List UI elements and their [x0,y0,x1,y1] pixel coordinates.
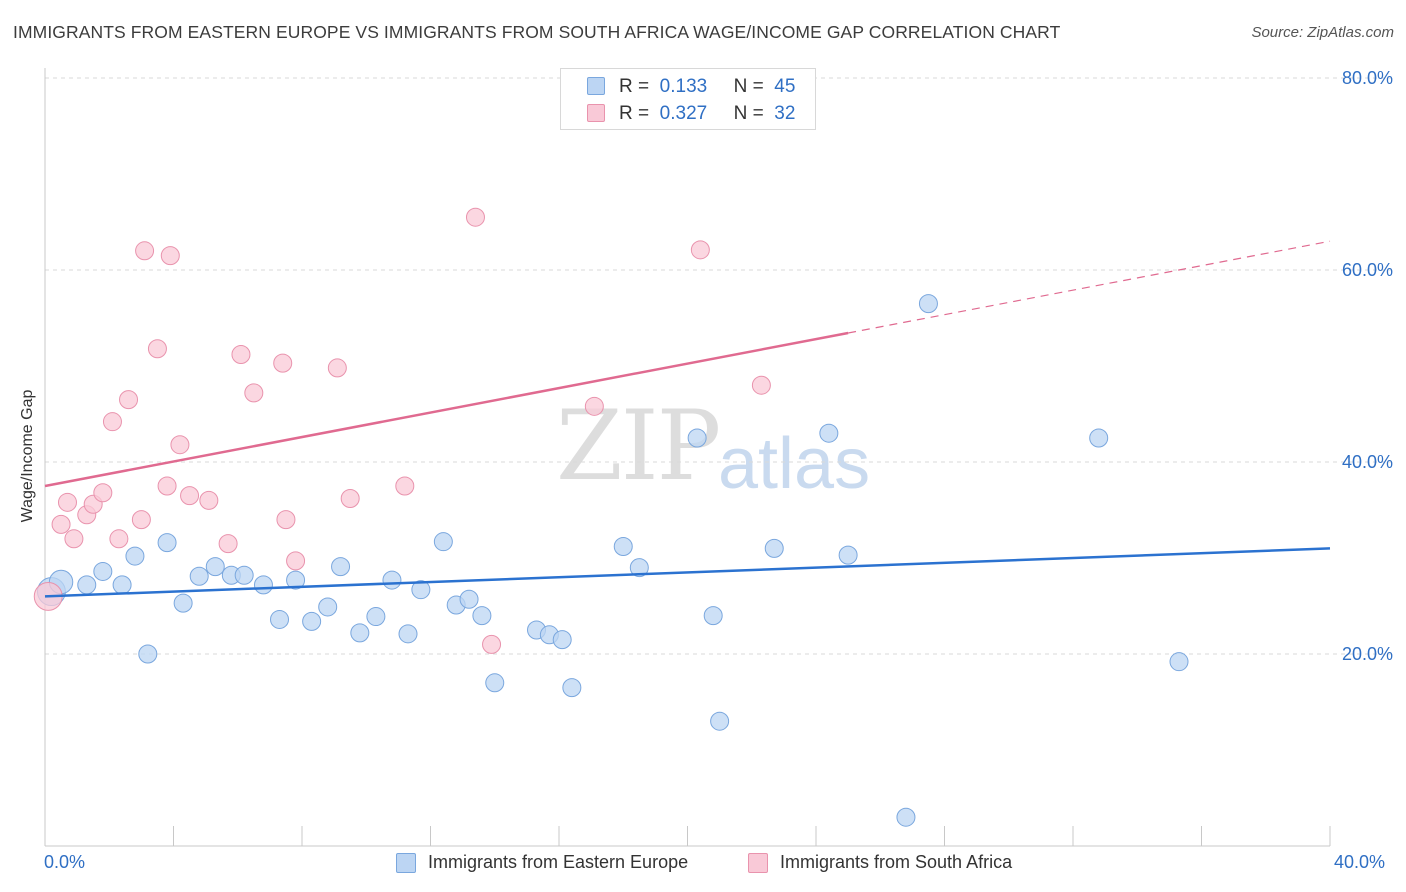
data-point-eastern-europe [613,536,633,556]
data-point-south-africa [180,486,200,506]
data-point-south-africa [273,353,293,373]
data-point-eastern-europe [173,593,193,613]
legend-swatch-blue [587,77,605,95]
trend-line-south-africa [44,331,849,488]
data-point-south-africa [170,435,190,455]
data-point-eastern-europe [838,545,858,565]
data-point-south-africa [276,510,296,530]
data-point-eastern-europe [77,575,97,595]
data-point-eastern-europe [318,597,338,617]
data-point-eastern-europe [562,678,582,698]
watermark-atlas: atlas [718,424,871,504]
data-point-eastern-europe [764,538,784,558]
x-tick-label-max: 40.0% [1334,852,1386,872]
data-point-eastern-europe [270,609,290,629]
data-point-south-africa [147,339,167,359]
data-point-south-africa [135,241,155,261]
data-point-eastern-europe [1089,428,1109,448]
data-point-south-africa [119,390,139,410]
data-point-eastern-europe [472,606,492,626]
data-point-eastern-europe [398,624,418,644]
data-point-eastern-europe [253,575,273,595]
data-point-eastern-europe [382,570,402,590]
chart-title: IMMIGRANTS FROM EASTERN EUROPE VS IMMIGR… [13,22,1061,42]
data-point-eastern-europe [234,565,254,585]
data-point-eastern-europe [286,570,306,590]
data-point-south-africa [64,529,84,549]
legend-stats-eastern-europe: R = 0.133 N = 45 [619,76,796,97]
data-point-eastern-europe [205,557,225,577]
bottom-legend-swatch-pink [748,853,768,873]
data-point-eastern-europe [411,580,431,600]
data-point-eastern-europe [189,566,209,586]
data-point-eastern-europe [433,532,453,552]
legend-swatch-pink [587,104,605,122]
y-axis-label: Wage/Income Gap [19,389,36,523]
y-tick-label: 60.0% [1342,260,1393,280]
data-point-eastern-europe [350,623,370,643]
trend-line-eastern-europe [44,547,1331,598]
bottom-legend-label-eastern-europe: Immigrants from Eastern Europe [428,852,689,872]
data-point-eastern-europe [687,428,707,448]
data-point-eastern-europe [629,558,649,578]
data-point-south-africa [327,358,347,378]
data-point-south-africa [51,514,71,534]
data-point-eastern-europe [485,673,505,693]
data-point-south-africa [286,551,306,571]
y-tick-label: 80.0% [1342,68,1393,88]
y-tick-label: 40.0% [1342,452,1393,472]
bottom-legend-label-south-africa: Immigrants from South Africa [780,852,1013,872]
data-point-eastern-europe [331,557,351,577]
data-point-eastern-europe [819,423,839,443]
data-point-eastern-europe [138,644,158,664]
data-point-south-africa [340,488,360,508]
data-point-eastern-europe [112,575,132,595]
data-point-eastern-europe [157,533,177,553]
x-tick-label-min: 0.0% [44,852,86,872]
data-point-eastern-europe [703,606,723,626]
data-point-south-africa [465,207,485,227]
data-point-south-africa [199,490,219,510]
data-point-south-africa [57,492,77,512]
data-point-south-africa [482,634,502,654]
data-point-south-africa [131,510,151,530]
data-point-south-africa [231,344,251,364]
source-label: Source: ZipAtlas.com [1251,24,1394,41]
y-tick-label: 20.0% [1342,644,1393,664]
bottom-legend-swatch-blue [396,853,416,873]
data-point-south-africa [93,483,113,503]
data-point-eastern-europe [896,807,916,827]
data-point-south-africa [584,396,604,416]
data-point-south-africa [690,240,710,260]
data-point-south-africa [102,412,122,432]
data-point-south-africa [109,529,129,549]
data-point-eastern-europe [459,589,479,609]
data-point-eastern-europe [302,611,322,631]
data-point-south-africa [160,246,180,266]
data-point-eastern-europe [918,294,938,314]
data-point-south-africa [395,476,415,496]
correlation-legend: R = 0.133 N = 45 R = 0.327 N = 32 [560,68,816,130]
data-point-eastern-europe [366,607,386,627]
data-point-south-africa [157,476,177,496]
legend-stats-south-africa: R = 0.327 N = 32 [619,103,796,124]
data-point-eastern-europe [125,546,145,566]
data-point-south-africa [218,534,238,554]
data-point-eastern-europe [1169,652,1189,672]
trend-line-extension-south-africa [848,240,1331,334]
data-point-eastern-europe [93,561,113,581]
data-point-south-africa [244,383,264,403]
data-point-eastern-europe [710,711,730,731]
data-point-south-africa [751,375,771,395]
data-point-eastern-europe [552,630,572,650]
